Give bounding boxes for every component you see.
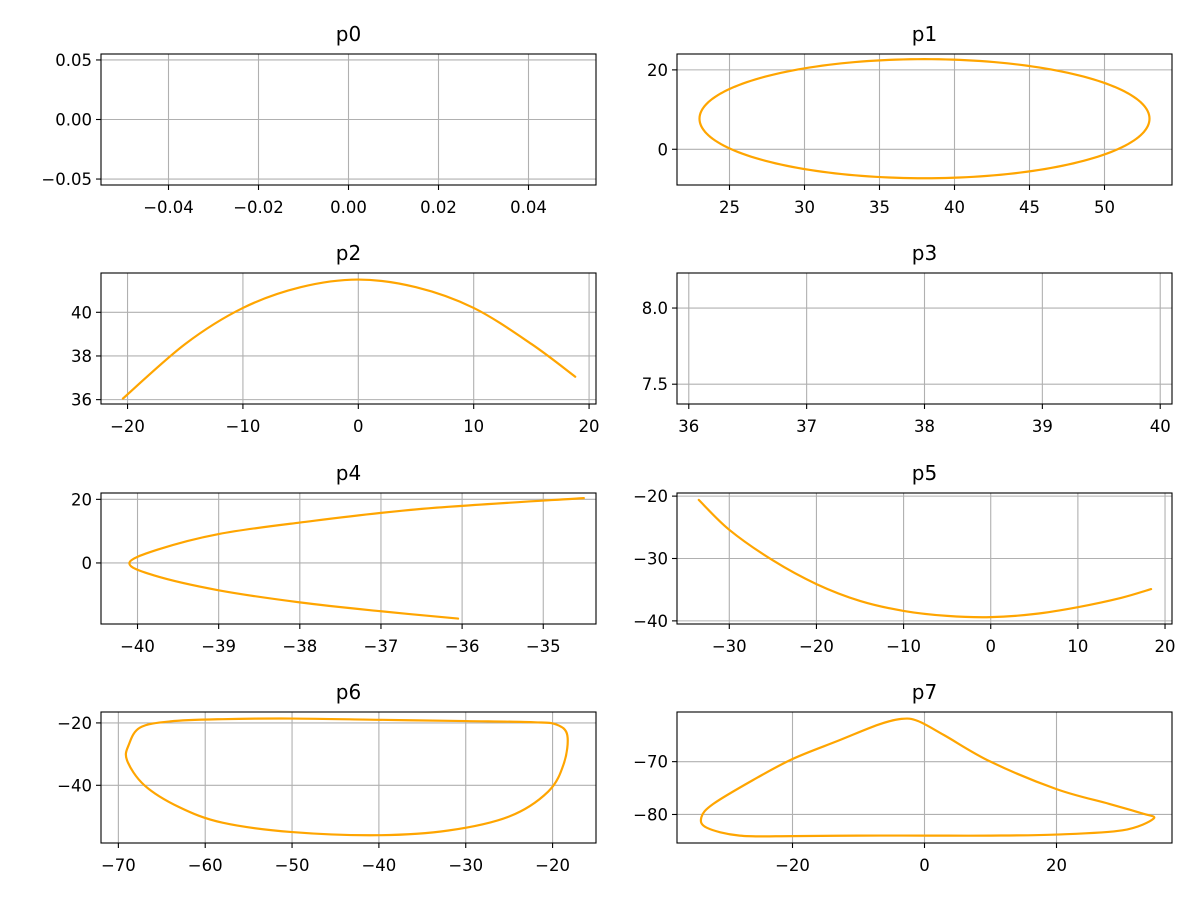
series-line-p6 — [124, 717, 569, 837]
y-tick-label: 0.05 — [55, 51, 92, 70]
x-tick-label: −10 — [886, 637, 921, 656]
x-tick-label: 38 — [914, 417, 935, 436]
x-tick-label: 0.00 — [330, 198, 367, 217]
subplot-p4: −40 −39 −38 −37 −36 −35 0 20 p4 — [71, 461, 597, 656]
subplot-p7: −20 0 20 −80 −70 p7 — [633, 680, 1173, 875]
y-tick-label: 20 — [647, 61, 668, 80]
x-tick-label: 0 — [919, 856, 930, 875]
x-tick-label: 10 — [1067, 637, 1088, 656]
y-tick-label: 0 — [658, 140, 669, 159]
x-tick-label: 20 — [1046, 856, 1067, 875]
x-tick-label: −20 — [535, 856, 570, 875]
y-tick-label: 38 — [71, 347, 92, 366]
y-tick-label: −30 — [633, 550, 668, 569]
subplot-p3: 36 37 38 39 40 7.5 8.0 p3 — [642, 241, 1173, 436]
x-tick-label: −39 — [201, 637, 236, 656]
x-tick-label: −20 — [110, 417, 145, 436]
series-line-p4 — [128, 496, 585, 620]
axes-frame — [100, 272, 597, 405]
x-tick-label: −30 — [448, 856, 483, 875]
y-tick-label: −20 — [633, 487, 668, 506]
axes-frame — [100, 711, 597, 844]
y-tick-label: −20 — [57, 714, 92, 733]
x-tick-label: −40 — [120, 637, 155, 656]
x-tick-label: 10 — [463, 417, 484, 436]
x-tick-label: 20 — [579, 417, 600, 436]
x-tick-label: 30 — [794, 198, 815, 217]
subplot-title: p2 — [336, 241, 361, 265]
x-tick-label: −30 — [712, 637, 747, 656]
x-tick-label: 0.04 — [510, 198, 547, 217]
x-tick-label: 20 — [1155, 637, 1176, 656]
x-tick-label: 0 — [353, 417, 364, 436]
x-tick-label: −70 — [101, 856, 136, 875]
subplot-title: p6 — [336, 680, 361, 704]
y-tick-label: −40 — [57, 776, 92, 795]
x-tick-label: −0.04 — [143, 198, 194, 217]
x-tick-label: 50 — [1094, 198, 1115, 217]
x-tick-label: 25 — [719, 198, 740, 217]
subplot-p2: −20 −10 0 10 20 36 38 40 p2 — [71, 241, 600, 436]
y-tick-label: −70 — [633, 753, 668, 772]
y-tick-label: 0 — [82, 554, 93, 573]
y-tick-label: 40 — [71, 303, 92, 322]
x-tick-label: −0.02 — [233, 198, 284, 217]
x-tick-label: 0.02 — [420, 198, 457, 217]
x-tick-label: 40 — [1150, 417, 1171, 436]
subplot-p1: 25 30 35 40 45 50 0 20 p1 — [647, 22, 1173, 217]
y-tick-label: 36 — [71, 391, 92, 410]
x-tick-label: −38 — [282, 637, 317, 656]
subplot-title: p4 — [336, 461, 361, 485]
y-tick-label: −40 — [633, 612, 668, 631]
axes-frame — [676, 53, 1173, 186]
series-line-p1 — [698, 58, 1151, 180]
subplot-p0: −0.04 −0.02 0.00 0.02 0.04 −0.05 0.00 0.05 p0 — [41, 22, 597, 217]
subplot-title: p1 — [912, 22, 937, 46]
x-tick-label: −20 — [799, 637, 834, 656]
subplot-title: p5 — [912, 461, 937, 485]
x-tick-label: 40 — [944, 198, 965, 217]
y-tick-label: 20 — [71, 490, 92, 509]
x-tick-label: 39 — [1032, 417, 1053, 436]
x-tick-label: −10 — [226, 417, 261, 436]
y-tick-label: 7.5 — [642, 375, 668, 394]
y-tick-label: 0.00 — [55, 111, 92, 130]
x-tick-label: −35 — [526, 637, 561, 656]
x-tick-label: 37 — [796, 417, 817, 436]
y-tick-label: −0.05 — [41, 170, 92, 189]
x-tick-label: 0 — [985, 637, 996, 656]
x-tick-label: −50 — [275, 856, 310, 875]
x-tick-label: −60 — [188, 856, 223, 875]
series-line-p5 — [697, 498, 1153, 619]
x-tick-label: −37 — [364, 637, 399, 656]
subplot-title: p3 — [912, 241, 937, 265]
subplot-p6: −70 −60 −50 −40 −30 −20 −40 −20 p6 — [57, 680, 597, 875]
subplot-p5: −30 −20 −10 0 10 20 −40 −30 −20 p5 — [633, 461, 1175, 656]
x-tick-label: 36 — [678, 417, 699, 436]
axes-frame — [100, 492, 597, 625]
y-tick-label: −80 — [633, 805, 668, 824]
x-tick-label: −36 — [445, 637, 480, 656]
x-tick-label: 35 — [869, 198, 890, 217]
subplot-title: p7 — [912, 680, 937, 704]
x-tick-label: 45 — [1019, 198, 1040, 217]
subplot-title: p0 — [336, 22, 361, 46]
y-tick-label: 8.0 — [642, 299, 668, 318]
x-tick-label: −40 — [361, 856, 396, 875]
series-line-p2 — [121, 278, 577, 400]
x-tick-label: −20 — [775, 856, 810, 875]
series-line-p7 — [699, 717, 1156, 838]
